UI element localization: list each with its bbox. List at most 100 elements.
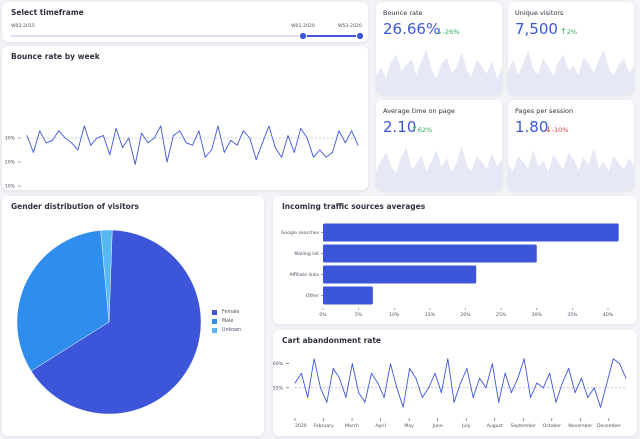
legend-label: Male xyxy=(222,319,234,324)
cart-point xyxy=(390,363,391,365)
legend-item-male[interactable]: Male xyxy=(212,317,241,326)
legend-label: Unkown xyxy=(222,328,242,333)
kpi-value: 7,500 xyxy=(515,20,558,38)
bounce-point xyxy=(325,156,327,158)
timeframe-slider[interactable]: W02-2015 W01-2020 W53-2020 xyxy=(2,2,368,42)
bounce-point xyxy=(32,151,34,153)
pie-slice-female[interactable] xyxy=(30,229,202,415)
cart-point xyxy=(383,397,385,398)
cart-point xyxy=(491,363,493,365)
slider-handle-start[interactable] xyxy=(298,31,308,41)
bounce-point xyxy=(58,130,60,132)
sparkline-area xyxy=(508,50,634,94)
cart-point xyxy=(504,372,506,374)
bar-google-searches[interactable] xyxy=(323,223,619,242)
timeframe-range-end-label: W53-2020 xyxy=(338,23,362,29)
cart-point xyxy=(561,382,563,384)
arrow-down-icon: ↓ xyxy=(545,125,552,134)
bounce-point xyxy=(71,142,73,144)
bounce-point xyxy=(153,137,155,139)
cart-y-tick-label: 60% xyxy=(273,361,284,367)
bounce-point xyxy=(338,130,340,132)
kpi-title: Pages per session xyxy=(515,107,574,115)
cart-point xyxy=(466,368,468,369)
cart-point xyxy=(600,406,601,408)
bar-affiliate-links[interactable] xyxy=(323,265,477,284)
bar-x-tick-label: 15% xyxy=(425,312,436,318)
bounce-point xyxy=(26,135,28,137)
cart-point xyxy=(549,372,551,374)
cart-abandonment-card: Cart abandonment rate 55% 60% 2020 February… xyxy=(273,330,637,436)
cart-point xyxy=(568,368,570,369)
bounce-point xyxy=(268,125,270,127)
bounce-point xyxy=(242,130,244,132)
cart-point xyxy=(485,387,487,389)
cart-point xyxy=(625,377,627,379)
bounce-point xyxy=(45,142,47,144)
kpi-value: 26.66% xyxy=(383,20,441,38)
bounce-point xyxy=(223,151,225,153)
gender-pie-chart xyxy=(16,229,202,415)
kpi-value: 1.80 xyxy=(515,118,549,136)
bounce-point xyxy=(122,147,123,149)
cart-point xyxy=(574,392,576,394)
cart-point xyxy=(307,397,309,398)
cart-x-tick-label: February xyxy=(313,423,334,429)
slider-handle-end[interactable] xyxy=(355,31,365,41)
kpi-card-average-time: Average time on page 2.10 ↑62% xyxy=(376,100,502,190)
bounce-point xyxy=(179,130,181,132)
bounce-point xyxy=(281,156,283,158)
legend-label: Female xyxy=(222,310,240,315)
bar-mailing-list[interactable] xyxy=(323,244,537,263)
bounce-point xyxy=(293,151,295,153)
cart-point xyxy=(472,397,474,398)
kpi-delta: ↓-26% xyxy=(436,27,460,36)
bar-x-tick-label: 25% xyxy=(496,312,507,318)
gender-distribution-card: Gender distribution of visitors xyxy=(2,196,264,436)
bar-category-label: Mailing list xyxy=(294,251,319,257)
cart-point xyxy=(320,387,321,389)
bar-other[interactable] xyxy=(323,286,373,305)
bounce-y-tick-label: 10% xyxy=(5,184,16,190)
timeframe-card: Select timeframe W02-2015 W01-2020 W53-2… xyxy=(2,2,368,42)
cart-point xyxy=(447,358,449,360)
bar-x-tick-label: 10% xyxy=(389,312,400,318)
cart-x-tick-label: July xyxy=(461,423,471,429)
cart-x-tick-label: May xyxy=(404,423,414,429)
bounce-rate-card: Bounce rate by week 0%10%20%30%2020Febru… xyxy=(2,46,368,190)
cart-point xyxy=(332,368,334,369)
gender-chart-title: Gender distribution of visitors xyxy=(11,202,139,211)
timeframe-start-label: W02-2015 xyxy=(11,23,35,29)
bounce-point xyxy=(249,137,251,139)
legend-swatch xyxy=(212,328,217,333)
cart-x-tick-label: December xyxy=(597,423,621,429)
legend-item-unknown[interactable]: Unkown xyxy=(212,326,241,335)
legend-swatch xyxy=(212,310,217,315)
cart-point xyxy=(453,401,455,403)
kpi-title: Unique visitors xyxy=(515,9,564,17)
bounce-rate-chart: 0%10%20%30%2020FebruaryMarchAprilMayJune… xyxy=(5,125,359,190)
bounce-y-tick-label: 30% xyxy=(5,136,16,142)
cart-point xyxy=(498,401,500,403)
bounce-point xyxy=(109,154,111,156)
pie-slice-male[interactable] xyxy=(16,230,110,372)
cart-abandonment-chart: 55% 60% 2020 February March April May June July A… xyxy=(273,358,627,429)
bounce-point xyxy=(134,163,136,165)
cart-point xyxy=(612,358,614,360)
cart-point xyxy=(523,358,525,360)
bounce-point xyxy=(217,125,219,127)
legend-item-female[interactable]: Female xyxy=(212,308,241,317)
bounce-point xyxy=(255,159,257,161)
bounce-point xyxy=(198,130,200,132)
bounce-point xyxy=(90,144,92,146)
bounce-point xyxy=(77,149,79,151)
kpi-card-bounce-rate: Bounce rate 26.66% ↓-26% xyxy=(376,2,502,94)
cart-point xyxy=(377,382,379,384)
bounce-point xyxy=(312,156,314,158)
cart-point xyxy=(428,387,430,389)
bounce-point xyxy=(147,142,149,144)
cart-point xyxy=(555,401,557,403)
cart-point xyxy=(460,382,461,384)
cart-point xyxy=(440,392,442,394)
pie-slice-unknown[interactable] xyxy=(100,229,113,323)
